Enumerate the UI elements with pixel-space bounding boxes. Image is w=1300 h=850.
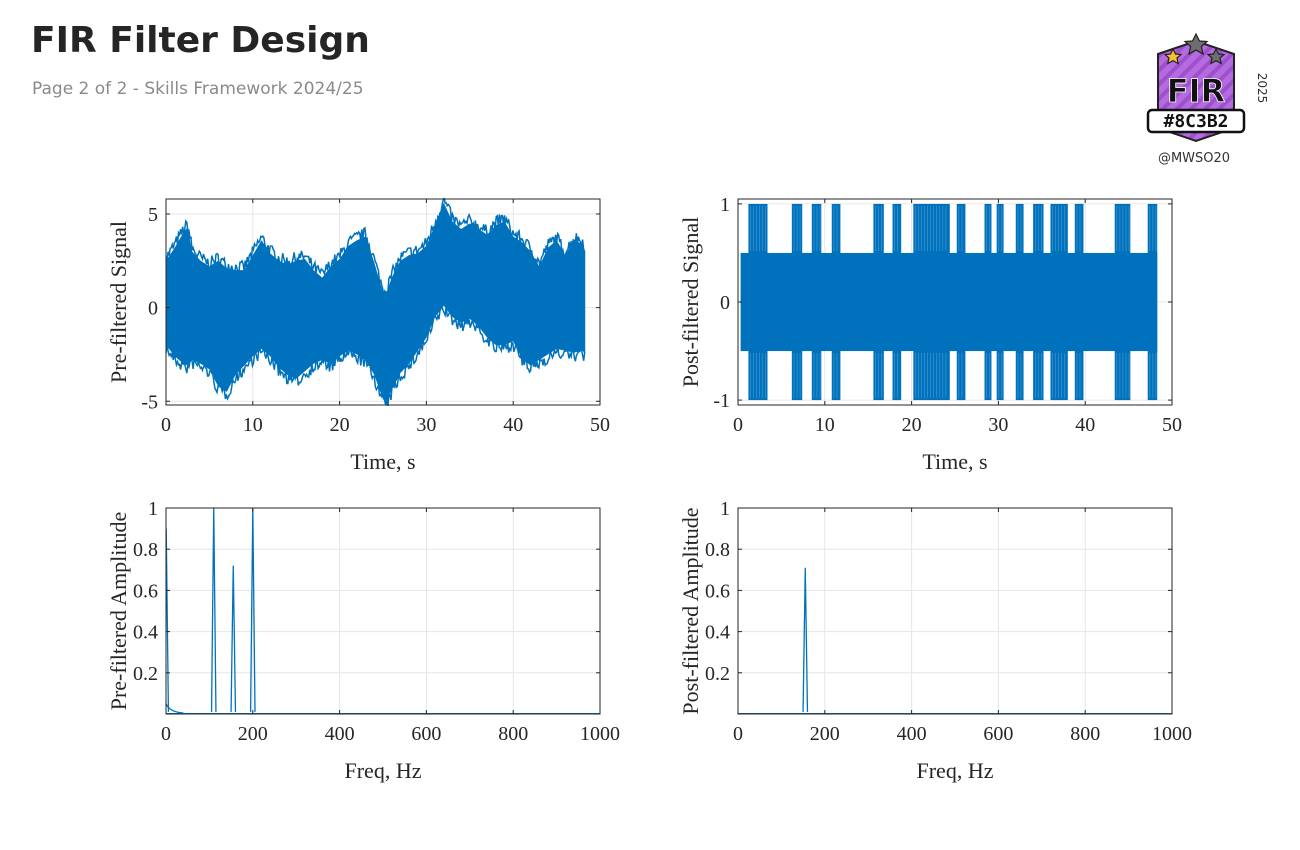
burst-segment (791, 203, 803, 401)
spectrum-peak (802, 567, 809, 712)
x-tick-label: 30 (416, 414, 436, 436)
dc-decay (166, 703, 184, 714)
chart-3: 0 200 400 600 800 1000 0.2 0.4 0.6 0.8 1 Freq, Hz Pr… (106, 498, 620, 783)
burst-segment (996, 203, 1004, 401)
burst-segment (913, 203, 950, 401)
x-tick-label: 1000 (580, 723, 620, 745)
burst-segment (1050, 203, 1068, 401)
x-tick-label: 50 (590, 414, 610, 436)
x-axis-label: Time, s (350, 449, 415, 474)
signal-upper-edge (166, 198, 586, 296)
y-tick-label: -1 (713, 390, 730, 412)
y-tick-label: 0.8 (133, 539, 158, 561)
burst-segment (956, 203, 966, 401)
y-tick-label: 1 (148, 498, 158, 520)
x-tick-label: 50 (1162, 414, 1182, 436)
x-tick-label: 20 (902, 414, 922, 436)
y-axis-label: Pre-filtered Signal (106, 221, 131, 383)
x-tick-label: 10 (815, 414, 835, 436)
x-tick-label: 40 (503, 414, 523, 436)
badge-year: 2025 (1255, 73, 1269, 104)
y-axis-label: Pre-filtered Amplitude (106, 512, 131, 711)
burst-segment (1015, 203, 1024, 401)
x-tick-label: 1000 (1152, 723, 1192, 745)
x-tick-label: 400 (897, 723, 927, 745)
x-tick-label: 40 (1075, 414, 1095, 436)
signal-lower-edge (166, 305, 586, 406)
burst-segment (811, 203, 822, 401)
burst-segment (984, 203, 992, 401)
burst-segment (1147, 203, 1158, 401)
page-title: FIR Filter Design (31, 20, 370, 61)
spectrum-peak (230, 565, 237, 712)
burst-segment (873, 203, 884, 401)
burst-segment (1074, 203, 1084, 401)
x-tick-label: 800 (498, 723, 528, 745)
y-axis-label: Post-filtered Amplitude (678, 507, 703, 714)
burst-segment (748, 203, 768, 401)
badge-label: FIR (1167, 72, 1225, 110)
x-tick-label: 0 (161, 414, 171, 436)
x-axis-label: Freq, Hz (345, 758, 422, 783)
x-tick-label: 30 (988, 414, 1008, 436)
page-subtitle: Page 2 of 2 - Skills Framework 2024/25 (32, 79, 364, 99)
chart-2-data (740, 203, 1158, 401)
badge-handle: @MWSO20 (1157, 151, 1231, 166)
skills-badge: FIR #8C3B2 2025 (1146, 32, 1269, 150)
x-tick-label: 0 (733, 414, 743, 436)
y-tick-label: 0.4 (705, 622, 730, 644)
y-tick-label: 5 (148, 204, 158, 226)
y-tick-label: 0.4 (133, 622, 158, 644)
chart-3-data (166, 507, 600, 715)
x-axis-label: Time, s (922, 449, 987, 474)
chart-4: 0 200 400 600 800 1000 0.2 0.4 0.6 0.8 1 Freq, Hz Po… (678, 498, 1192, 783)
badge-code: #8C3B2 (1163, 111, 1228, 132)
spectrum-peak (210, 507, 217, 712)
y-tick-label: 0.2 (133, 663, 158, 685)
y-tick-label: -5 (141, 391, 158, 413)
y-tick-label: 0.6 (133, 580, 158, 602)
burst-segment (1033, 203, 1044, 401)
chart-4-data (738, 567, 1172, 715)
x-tick-label: 600 (983, 723, 1013, 745)
badge-star-left (1163, 47, 1183, 65)
y-tick-label: 0.2 (705, 663, 730, 685)
x-tick-label: 200 (238, 723, 268, 745)
x-tick-label: 10 (243, 414, 263, 436)
badge-star-center (1183, 32, 1209, 56)
badge-code-box (1146, 108, 1246, 134)
burst-segment (831, 203, 841, 401)
y-tick-label: 1 (720, 194, 730, 216)
axes-box (737, 507, 1173, 715)
x-tick-label: 200 (810, 723, 840, 745)
y-tick-label: 0 (148, 298, 158, 320)
y-axis-label: Post-filtered Signal (678, 217, 703, 387)
burst-segment (1114, 203, 1131, 401)
y-tick-label: 0.8 (705, 539, 730, 561)
chart-1-data (166, 198, 586, 406)
y-tick-label: 1 (720, 498, 730, 520)
signal-envelope (166, 202, 586, 402)
x-tick-label: 400 (325, 723, 355, 745)
burst-segment (892, 203, 902, 401)
x-tick-label: 600 (411, 723, 441, 745)
x-axis-label: Freq, Hz (917, 758, 994, 783)
axes-box (165, 198, 601, 406)
x-tick-label: 800 (1070, 723, 1100, 745)
axes-box (165, 507, 601, 715)
x-tick-label: 20 (330, 414, 350, 436)
y-tick-label: 0 (720, 292, 730, 314)
x-tick-label: 0 (161, 723, 171, 745)
y-tick-label: 0.6 (705, 580, 730, 602)
badge-star-right (1206, 47, 1226, 65)
x-tick-label: 0 (733, 723, 743, 745)
